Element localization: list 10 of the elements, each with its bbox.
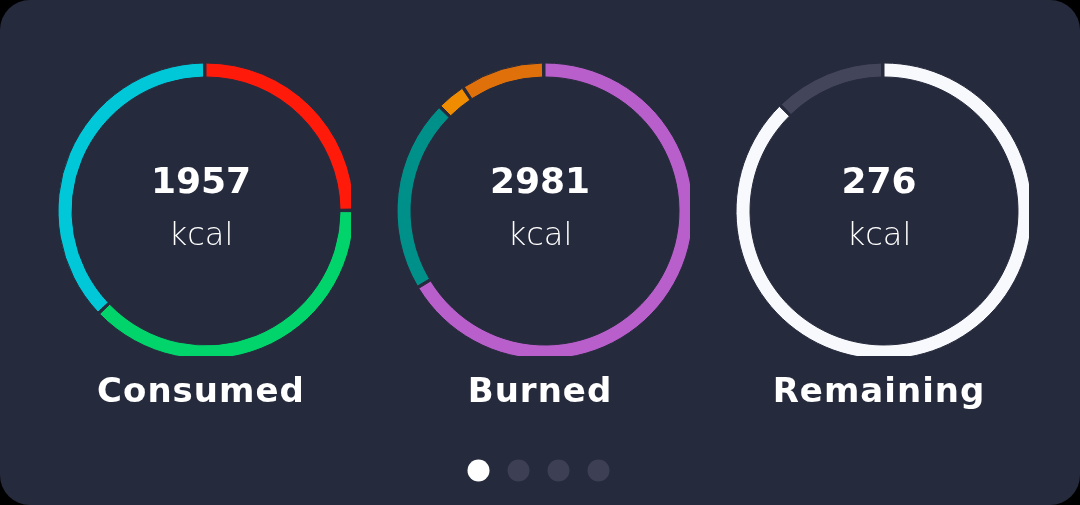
text: Remaining [771, 370, 987, 410]
text: Burned [466, 370, 614, 410]
donut-slice [735, 62, 1029, 356]
text: kcal [845, 215, 913, 253]
text: kcal [506, 215, 574, 253]
text: 276 [840, 160, 918, 201]
text: 1957 [149, 160, 253, 201]
text: 2981 [488, 160, 592, 201]
text: kcal [167, 215, 235, 253]
text: Consumed [96, 370, 306, 410]
